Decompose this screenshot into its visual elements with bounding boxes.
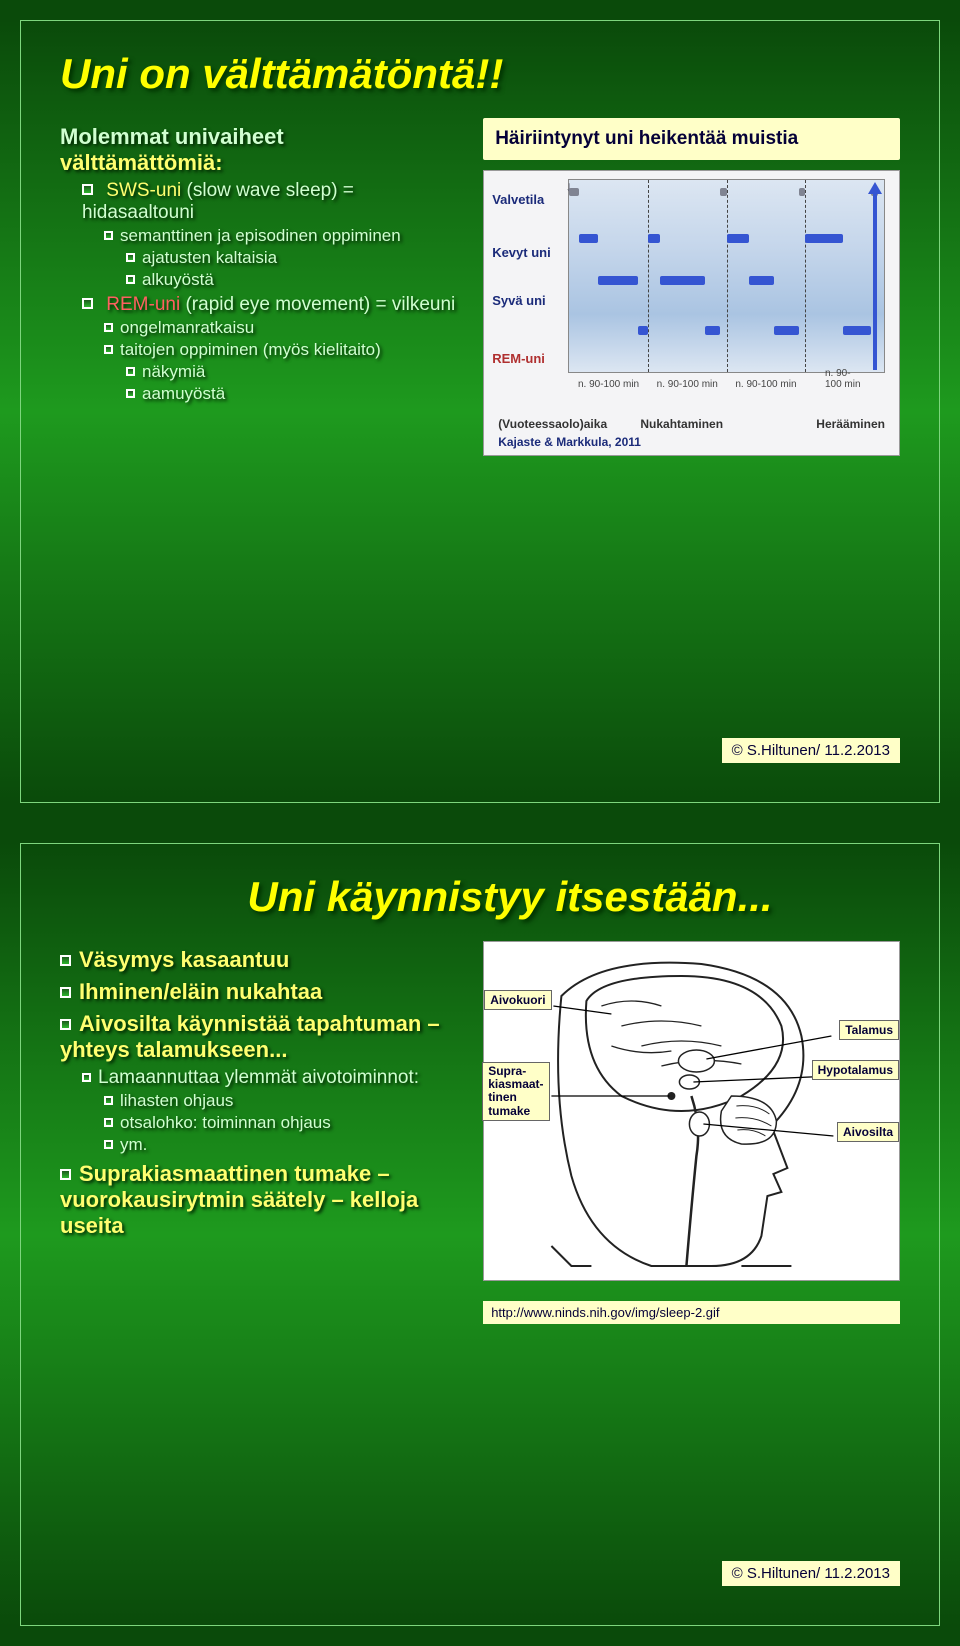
cycle-label: n. 90-100 min bbox=[578, 379, 639, 390]
slide1-figure-col: Häiriintynyt uni heikentää muistia Valve… bbox=[483, 118, 900, 456]
hypnogram: Valvetila Kevyt uni Syvä uni REM-uni ↓ n… bbox=[483, 170, 900, 456]
text-line: alkuyöstä bbox=[126, 270, 463, 290]
hypno-segment bbox=[843, 326, 871, 335]
text-line: Väsymys kasaantuu bbox=[60, 947, 463, 973]
label-aivosilta: Aivosilta bbox=[837, 1122, 899, 1142]
hypno-segment bbox=[579, 234, 598, 243]
text-line: aamuyöstä bbox=[126, 384, 463, 404]
hypnogram-chart: Valvetila Kevyt uni Syvä uni REM-uni ↓ n… bbox=[492, 179, 891, 399]
hypno-segment bbox=[569, 188, 578, 196]
rem-rest: (rapid eye movement) = vilkeuni bbox=[180, 294, 455, 315]
text-line: näkymiä bbox=[126, 362, 463, 382]
stage-label: Kevyt uni bbox=[492, 245, 551, 260]
bullet-icon bbox=[126, 275, 135, 284]
text-line: Molemmat univaiheet välttämättömiä: bbox=[60, 124, 463, 176]
hypno-segment bbox=[648, 234, 661, 243]
heraaminen-label: Herääminen bbox=[816, 417, 885, 431]
slide1-text: Molemmat univaiheet välttämättömiä: SWS-… bbox=[60, 118, 463, 456]
line-a: Molemmat univaiheet bbox=[60, 124, 284, 149]
bullet-icon bbox=[104, 231, 113, 240]
text-line: otsalohko: toiminnan ohjaus bbox=[104, 1113, 463, 1133]
slide1-title: Uni on välttämätöntä!! bbox=[60, 50, 900, 98]
label-talamus: Talamus bbox=[839, 1020, 899, 1040]
hypno-segment bbox=[805, 234, 843, 243]
bullet-icon bbox=[82, 298, 93, 309]
bullet-icon bbox=[104, 1096, 113, 1105]
bullet-icon bbox=[82, 184, 93, 195]
label-aivokuori: Aivokuori bbox=[484, 990, 551, 1010]
cycle-label: n. 90-100 min bbox=[657, 379, 718, 390]
text-line: ym. bbox=[104, 1135, 463, 1155]
text-line: REM-uni (rapid eye movement) = vilkeuni bbox=[82, 294, 463, 316]
slide2-body: Väsymys kasaantuu Ihminen/eläin nukahtaa… bbox=[60, 941, 900, 1324]
label-hypotalamus: Hypotalamus bbox=[812, 1060, 899, 1080]
sws: SWS-uni bbox=[106, 180, 181, 201]
hypno-segment bbox=[660, 276, 704, 285]
bullet-icon bbox=[104, 1118, 113, 1127]
brain-figure: Aivokuori Supra- kiasmaat- tinen tumake … bbox=[483, 941, 900, 1281]
hypno-segment bbox=[774, 326, 799, 335]
stage-label: Valvetila bbox=[492, 192, 544, 207]
text-line: ongelmanratkaisu bbox=[104, 318, 463, 338]
stage-label: Syvä uni bbox=[492, 293, 545, 308]
text-line: semanttinen ja episodinen oppiminen bbox=[104, 226, 463, 246]
hypno-segment bbox=[727, 234, 749, 243]
copyright: © S.Hiltunen/ 11.2.2013 bbox=[722, 1561, 900, 1586]
text-line: Suprakiasmaattinen tumake – vuorokausiry… bbox=[60, 1161, 463, 1239]
bullet-icon bbox=[60, 1169, 71, 1180]
bullet-icon bbox=[60, 987, 71, 998]
nukahtaminen-label: Nukahtaminen bbox=[640, 417, 723, 431]
cycle-label: n. 90-100 min bbox=[735, 379, 796, 390]
slide2-title: Uni käynnistyy itsestään... bbox=[60, 873, 900, 921]
hypno-segment bbox=[598, 276, 639, 285]
text-line: Aivosilta käynnistää tapahtuman – yhteys… bbox=[60, 1011, 463, 1063]
cycle-label: n. 90-100 min bbox=[825, 368, 864, 390]
hypno-segment bbox=[799, 188, 805, 196]
text-line: SWS-uni (slow wave sleep) = hidasaaltoun… bbox=[82, 180, 463, 224]
bullet-icon bbox=[104, 1140, 113, 1149]
arrow-up-icon bbox=[870, 182, 880, 370]
slide2-figure-col: Aivokuori Supra- kiasmaat- tinen tumake … bbox=[483, 941, 900, 1324]
text-line: ajatusten kaltaisia bbox=[126, 248, 463, 268]
bullet-icon bbox=[104, 323, 113, 332]
bullet-icon bbox=[82, 1073, 91, 1082]
label-scn: Supra- kiasmaat- tinen tumake bbox=[482, 1062, 549, 1121]
hypno-segment bbox=[749, 276, 774, 285]
rem: REM-uni bbox=[106, 294, 180, 315]
axis-left-label: (Vuoteessaolo)aika bbox=[498, 417, 607, 431]
text-line: Ihminen/eläin nukahtaa bbox=[60, 979, 463, 1005]
figure-banner: Häiriintynyt uni heikentää muistia bbox=[483, 118, 900, 160]
bullet-icon bbox=[104, 345, 113, 354]
bullet-icon bbox=[126, 389, 135, 398]
text-line: taitojen oppiminen (myös kielitaito) bbox=[104, 340, 463, 360]
copyright: © S.Hiltunen/ 11.2.2013 bbox=[722, 738, 900, 763]
bullet-icon bbox=[126, 253, 135, 262]
slide-1: Uni on välttämätöntä!! Molemmat univaihe… bbox=[0, 0, 960, 823]
hypno-segment bbox=[638, 326, 647, 335]
hypnogram-area: ↓ n. 90-100 min n. 90-100 min n. 90-100 … bbox=[568, 179, 885, 373]
brain-svg-wrap: Aivokuori Supra- kiasmaat- tinen tumake … bbox=[488, 946, 895, 1276]
bullet-icon bbox=[60, 1019, 71, 1030]
text-line: lihasten ohjaus bbox=[104, 1091, 463, 1111]
figure-source-link: http://www.ninds.nih.gov/img/sleep-2.gif bbox=[483, 1301, 900, 1324]
text-line: Lamaannuttaa ylemmät aivotoiminnot: bbox=[82, 1067, 463, 1089]
hypno-segment bbox=[720, 188, 726, 196]
slide2-text: Väsymys kasaantuu Ihminen/eläin nukahtaa… bbox=[60, 941, 463, 1324]
hypnogram-bottom: (Vuoteessaolo)aika Nukahtaminen Heräämin… bbox=[492, 399, 891, 433]
hypnogram-caption: Kajaste & Markkula, 2011 bbox=[492, 433, 891, 451]
bullet-icon bbox=[60, 955, 71, 966]
hypno-segment bbox=[705, 326, 721, 335]
line-b: välttämättömiä: bbox=[60, 150, 223, 175]
slide-2: Uni käynnistyy itsestään... Väsymys kasa… bbox=[0, 823, 960, 1646]
stage-label-rem: REM-uni bbox=[492, 351, 545, 366]
slide1-body: Molemmat univaiheet välttämättömiä: SWS-… bbox=[60, 118, 900, 456]
bullet-icon bbox=[126, 367, 135, 376]
